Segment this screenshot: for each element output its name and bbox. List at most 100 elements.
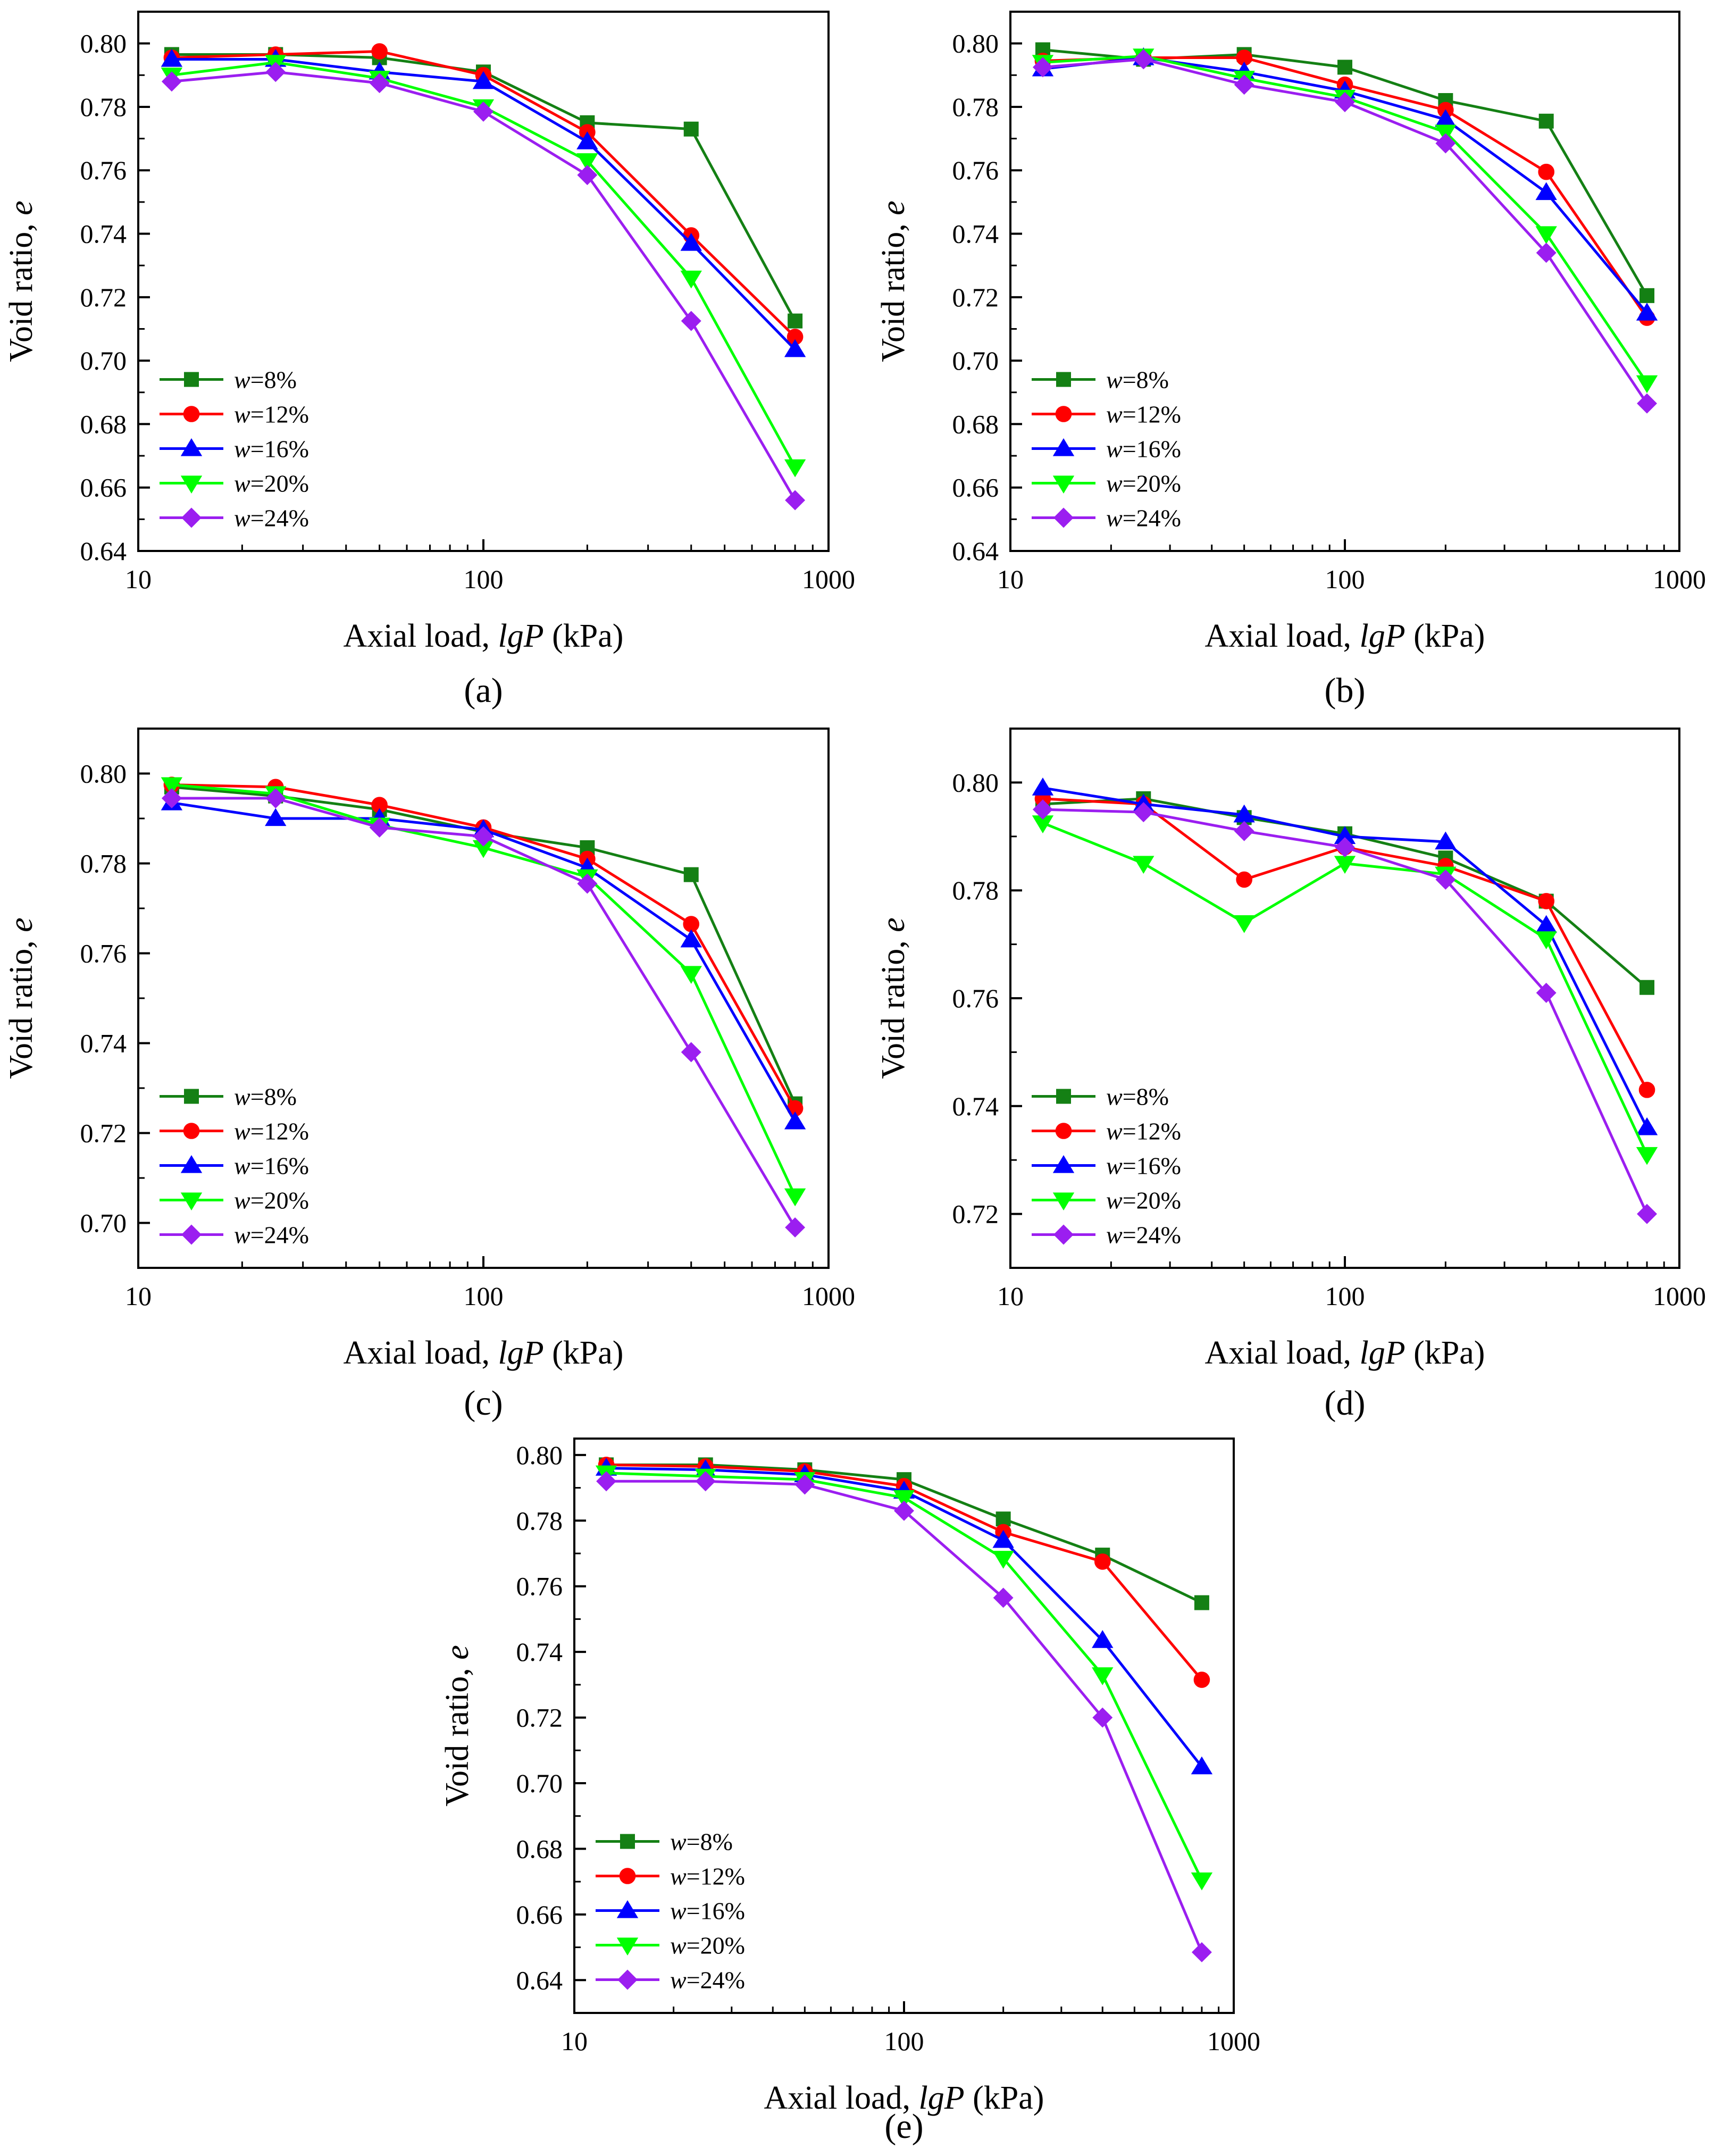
y-axis-label: Void ratio, e xyxy=(875,200,911,362)
legend-item-w12: w=12% xyxy=(596,1863,745,1890)
x-axis-label: Axial load, lgP (kPa) xyxy=(764,2080,1044,2116)
series-w8 xyxy=(1035,791,1655,995)
x-tick-label: 100 xyxy=(464,1281,504,1311)
chart-panel-b: 0.64 0.66 0.68 0.70 0.72 0.74 0.76 0.78 0.80 10 10… xyxy=(875,11,1706,710)
legend-label: w=16% xyxy=(234,436,309,463)
x-axis-label: Axial load, lgP (kPa) xyxy=(344,618,624,654)
data-point xyxy=(1191,1872,1213,1891)
data-point xyxy=(472,71,495,89)
data-point xyxy=(161,788,182,808)
data-point xyxy=(1133,802,1154,823)
legend-marker xyxy=(1056,1089,1071,1104)
series-w24 xyxy=(1032,49,1658,414)
data-point xyxy=(784,1111,806,1130)
data-point xyxy=(681,1042,701,1063)
legend-label: w=20% xyxy=(1106,1187,1181,1214)
x-tick-label: 100 xyxy=(1325,1281,1365,1311)
data-point xyxy=(1193,1672,1210,1688)
legend-marker xyxy=(1052,1192,1075,1210)
series-w20 xyxy=(1032,815,1658,1165)
data-point xyxy=(680,270,702,289)
legend-label: w=8% xyxy=(670,1828,733,1856)
legend-item-w8: w=8% xyxy=(1032,366,1169,394)
data-point xyxy=(1639,288,1655,303)
y-tick-label: 0.78 xyxy=(952,92,999,122)
data-point xyxy=(161,48,183,67)
y-tick-label: 0.68 xyxy=(952,409,999,439)
y-tick-label: 0.66 xyxy=(952,473,999,503)
legend-item-w16: w=16% xyxy=(160,1152,309,1180)
data-point xyxy=(1092,1667,1114,1685)
y-tick-label: 0.64 xyxy=(516,1965,563,1995)
series-w20 xyxy=(595,1465,1213,1891)
data-point xyxy=(369,817,390,838)
legend-label: w=16% xyxy=(1106,436,1181,463)
data-point xyxy=(577,165,598,186)
data-point xyxy=(1236,871,1252,888)
data-point xyxy=(369,73,390,94)
panel-label: (a) xyxy=(464,671,503,710)
data-point xyxy=(576,153,598,171)
legend-marker xyxy=(184,372,199,387)
legend-label: w=24% xyxy=(1106,505,1181,532)
legend-item-w12: w=12% xyxy=(160,401,309,428)
x-tick-label: 10 xyxy=(997,564,1024,594)
data-point xyxy=(1191,1942,1212,1962)
data-point xyxy=(1536,982,1557,1003)
data-point xyxy=(1032,778,1054,796)
x-axis-label: Axial load, lgP (kPa) xyxy=(1205,1335,1485,1371)
data-point xyxy=(1636,375,1658,394)
y-tick-label: 0.76 xyxy=(516,1572,563,1601)
legend-label: w=12% xyxy=(234,1118,309,1145)
y-tick-label: 0.80 xyxy=(952,767,999,797)
data-point xyxy=(577,873,598,894)
data-point xyxy=(784,1188,806,1207)
data-point xyxy=(680,929,702,948)
y-tick-label: 0.70 xyxy=(952,346,999,375)
legend-marker xyxy=(620,1834,635,1849)
data-point xyxy=(1637,393,1658,414)
legend-label: w=8% xyxy=(234,1083,297,1110)
data-point xyxy=(1032,799,1053,820)
legend-marker xyxy=(1053,1224,1074,1245)
legend-marker xyxy=(1052,1155,1075,1173)
legend-marker xyxy=(184,1089,199,1104)
legend: w=8% w=12% w=16% w=20% w=24% xyxy=(1032,366,1181,532)
legend-label: w=12% xyxy=(1106,401,1181,428)
data-point xyxy=(1335,92,1355,112)
panel-label: (b) xyxy=(1325,671,1366,710)
y-tick-label: 0.80 xyxy=(80,29,127,59)
data-point xyxy=(1194,1595,1209,1610)
legend-label: w=8% xyxy=(234,366,297,394)
y-tick-label: 0.66 xyxy=(516,1900,563,1929)
legend-label: w=24% xyxy=(1106,1222,1181,1249)
data-point xyxy=(1535,226,1557,245)
data-point xyxy=(992,1551,1014,1569)
data-point xyxy=(1636,1117,1658,1135)
y-tick-label: 0.78 xyxy=(80,849,127,879)
y-tick-label: 0.76 xyxy=(952,155,999,185)
data-point xyxy=(1538,163,1554,180)
data-point xyxy=(1191,1756,1213,1775)
data-point xyxy=(371,43,388,60)
data-point xyxy=(1092,1707,1113,1728)
y-tick-label: 0.80 xyxy=(952,29,999,59)
data-point xyxy=(1234,821,1254,841)
data-point xyxy=(784,459,806,478)
legend-label: w=8% xyxy=(1106,1083,1169,1110)
data-point xyxy=(683,121,699,137)
chart-panel-a: 0.64 0.66 0.68 0.70 0.72 0.74 0.76 0.78 0.80 10 10… xyxy=(3,11,855,710)
x-tick-label: 10 xyxy=(125,564,152,594)
legend-label: w=16% xyxy=(1106,1152,1181,1180)
data-point xyxy=(1435,869,1456,890)
y-tick-label: 0.76 xyxy=(80,939,127,968)
legend-item-w24: w=24% xyxy=(1032,1222,1181,1249)
data-point xyxy=(894,1500,914,1521)
data-point xyxy=(1234,74,1254,95)
data-point xyxy=(683,916,700,932)
x-axis-label: Axial load, lgP (kPa) xyxy=(1205,618,1485,654)
legend-marker xyxy=(619,1868,636,1884)
legend-item-w16: w=16% xyxy=(1032,436,1181,463)
y-tick-label: 0.72 xyxy=(80,1118,127,1148)
